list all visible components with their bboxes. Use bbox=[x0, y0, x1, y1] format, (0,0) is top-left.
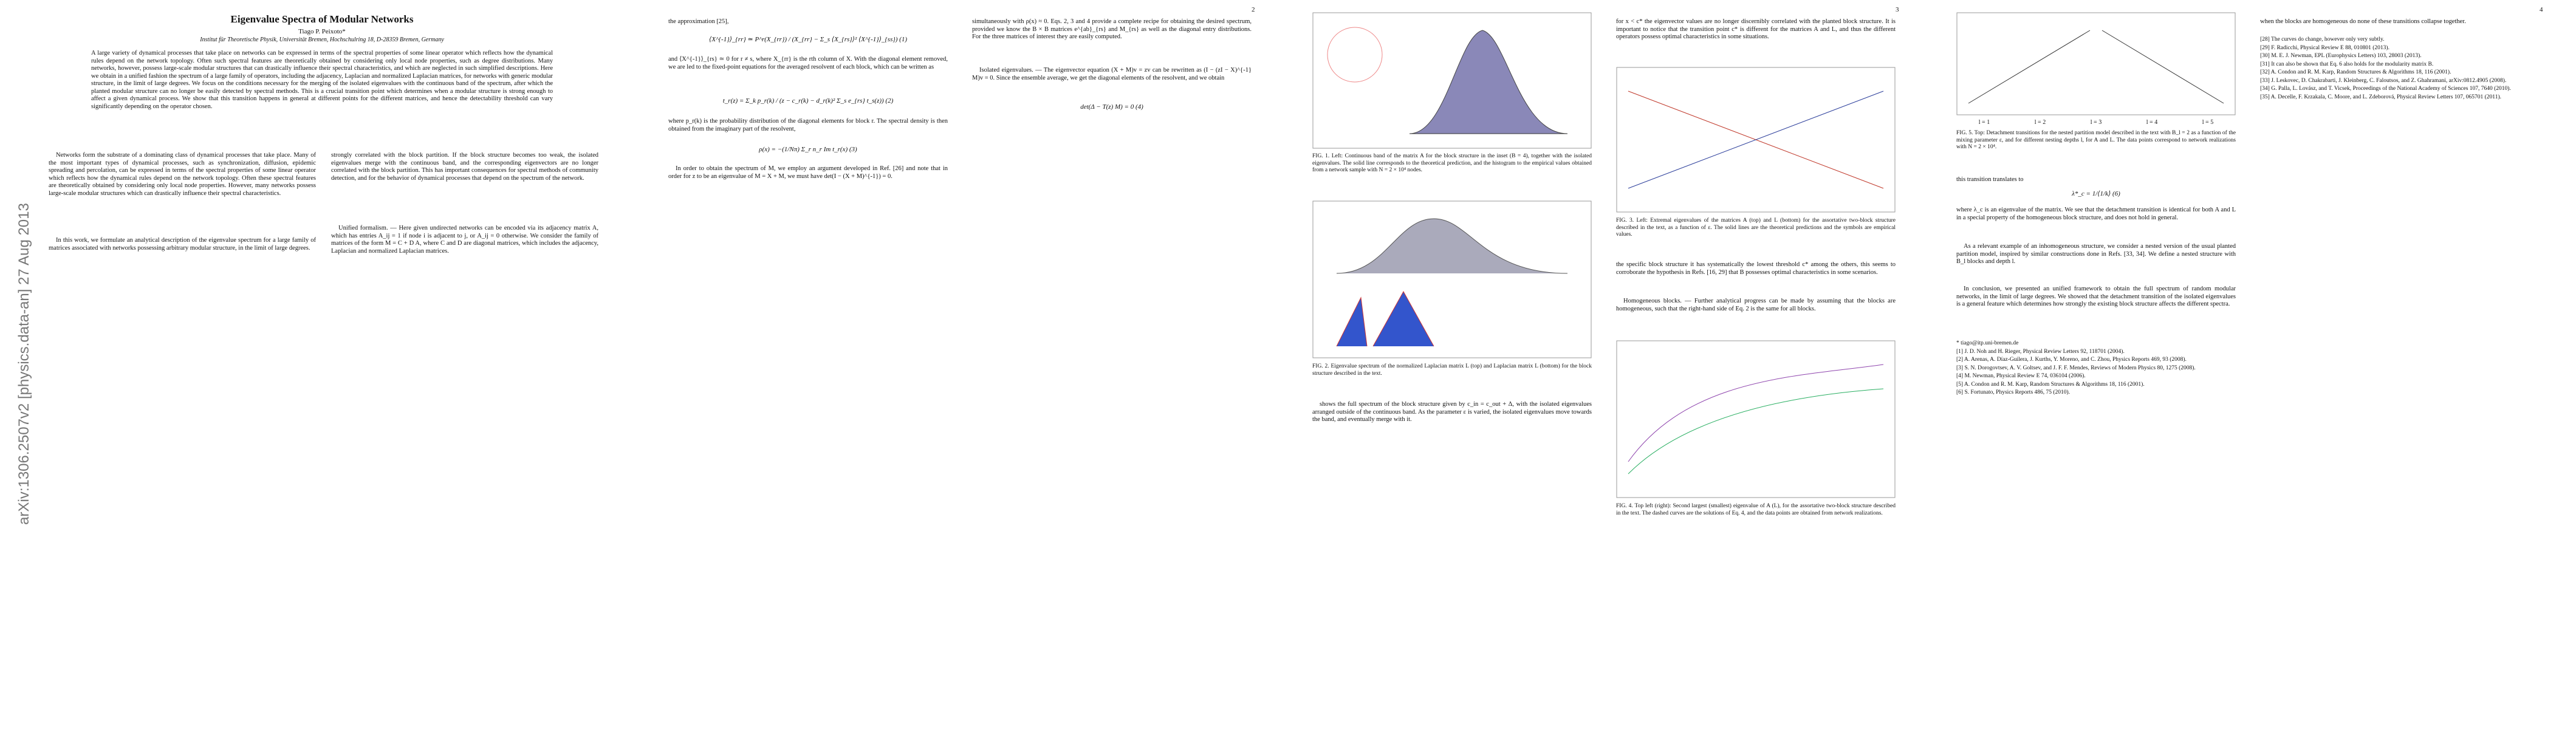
figure-3 bbox=[1616, 67, 1896, 213]
panel-label: l = 1 bbox=[1978, 119, 1990, 126]
reference: [35] A. Decelle, F. Krzakala, C. Moore, … bbox=[2260, 94, 2501, 100]
reference: [4] M. Newman, Physical Review E 74, 036… bbox=[1956, 373, 2086, 379]
equation: ρ(x) = −(1/Nπ) Σ_r n_r Im t_r(x) (3) bbox=[759, 146, 857, 153]
reference: [3] S. N. Dorogovtsev, A. V. Goltsev, an… bbox=[1956, 364, 2196, 371]
abstract: A large variety of dynamical processes t… bbox=[91, 50, 553, 110]
paragraph: for x < c* the eigenvector values are no… bbox=[1616, 18, 1896, 40]
panel-label: l = 3 bbox=[2090, 119, 2102, 126]
figure-caption: FIG. 1. Left: Continuous band of the mat… bbox=[1312, 153, 1592, 173]
title: Eigenvalue Spectra of Modular Networks bbox=[230, 13, 414, 25]
reference: [5] A. Condon and R. M. Karp, Random Str… bbox=[1956, 381, 2145, 388]
panel-label: l = 5 bbox=[2202, 119, 2214, 126]
figure-caption: FIG. 4. Top left (right): Second largest… bbox=[1616, 503, 1896, 516]
paragraph: this transition translates to bbox=[1956, 176, 2024, 183]
paragraph: the approximation [25], bbox=[668, 18, 729, 25]
panel-label: l = 4 bbox=[2146, 119, 2158, 126]
reference: [1] J. D. Noh and H. Rieger, Physical Re… bbox=[1956, 348, 2125, 355]
reference: [30] M. E. J. Newman, EPL (Europhysics L… bbox=[2260, 53, 2422, 59]
figure-1 bbox=[1312, 12, 1592, 149]
equation: t_r(z) = Σ_k p_r(k) / (z − c_r(k) − d_r(… bbox=[722, 97, 894, 104]
reference: * tiago@itp.uni-bremen.de bbox=[1956, 340, 2019, 346]
page-4: 4 l = 1 l = 2 l = 3 l = 4 l = 5 FIG. 5. Top:… bbox=[1932, 0, 2576, 729]
paragraph: Homogeneous blocks. — Further analytical… bbox=[1616, 298, 1896, 312]
panel-label: l = 2 bbox=[2034, 119, 2046, 126]
page-3: 3 FIG. 1. Left: Continuous band of the m… bbox=[1288, 0, 1932, 729]
paragraph: Unified formalism. — Here given undirect… bbox=[331, 225, 598, 255]
figure-caption: FIG. 3. Left: Extremal eigenvalues of th… bbox=[1616, 217, 1896, 238]
reference: [29] F. Radicchi, Physical Review E 88, … bbox=[2260, 44, 2389, 51]
paragraph: simultaneously with ρ(x) ≈ 0. Eqs. 2, 3 … bbox=[972, 18, 1252, 40]
paragraph: strongly correlated with the block parti… bbox=[331, 152, 598, 182]
paragraph: Networks form the substrate of a dominat… bbox=[49, 152, 316, 197]
paragraph: As a relevant example of an inhomogeneou… bbox=[1956, 243, 2236, 265]
paragraph: In this work, we formulate an analytical… bbox=[49, 237, 316, 252]
reference: [31] It can also be shown that Eq. 6 als… bbox=[2260, 61, 2434, 67]
author: Tiago P. Peixoto* bbox=[298, 28, 346, 35]
paragraph: when the blocks are homogeneous do none … bbox=[2260, 18, 2466, 25]
reference: [2] A. Arenas, A. Díaz-Guilera, J. Kurth… bbox=[1956, 357, 2187, 363]
reference: [34] G. Palla, L. Lovász, and T. Vicsek,… bbox=[2260, 86, 2511, 92]
page-1: Eigenvalue Spectra of Modular Networks T… bbox=[0, 0, 644, 729]
paragraph: In conclusion, we presented an unified f… bbox=[1956, 286, 2236, 307]
page-number: 2 bbox=[1252, 6, 1255, 13]
paragraph: where p_r(k) is the probability distribu… bbox=[668, 118, 948, 132]
page-2: 2 the approximation [25], ⟨X^{-1}⟩_{rr} … bbox=[644, 0, 1288, 729]
paragraph: In order to obtain the spectrum of M, we… bbox=[668, 165, 948, 180]
figure-caption: FIG. 2. Eigenvalue spectrum of the norma… bbox=[1312, 363, 1592, 377]
paragraph: and ⟨X^{-1}⟩_{rs} ≃ 0 for r ≠ s, where X… bbox=[668, 56, 948, 70]
reference: [33] J. Leskovec, D. Chakrabarti, J. Kle… bbox=[2260, 77, 2507, 84]
page-number: 4 bbox=[2540, 6, 2543, 13]
reference: [28] The curves do change, however only … bbox=[2260, 36, 2385, 43]
figure-2 bbox=[1312, 200, 1592, 358]
paragraph: shows the full spectrum of the block str… bbox=[1312, 401, 1592, 423]
reference: [6] S. Fortunato, Physics Reports 486, 7… bbox=[1956, 389, 2071, 395]
equation: det(Δ − T(z) M) = 0 (4) bbox=[1080, 103, 1143, 111]
paragraph: where λ_c is an eigenvalue of the matrix… bbox=[1956, 207, 2236, 221]
figure-5 bbox=[1956, 12, 2236, 115]
paragraph: the specific block structure it has syst… bbox=[1616, 261, 1896, 276]
equation: ⟨X^{-1}⟩_{rr} ≃ P^r(X_{rr}) / (X_{rr} − … bbox=[708, 36, 908, 43]
reference-list: * tiago@itp.uni-bremen.de [1] J. D. Noh a… bbox=[1956, 340, 2236, 398]
figure-caption: FIG. 5. Top: Detachment transitions for … bbox=[1956, 130, 2236, 150]
figure-4 bbox=[1616, 340, 1896, 498]
reference-list: [28] The curves do change, however only … bbox=[2260, 36, 2540, 102]
equation: λ*_c = 1/⟨1/k⟩ (6) bbox=[2072, 190, 2120, 197]
figure-labels: l = 1 l = 2 l = 3 l = 4 l = 5 bbox=[1956, 119, 2236, 126]
paragraph: Isolated eigenvalues. — The eigenvector … bbox=[972, 67, 1252, 81]
reference: [32] A. Condon and R. M. Karp, Random St… bbox=[2260, 69, 2451, 75]
affiliation: Institut für Theoretische Physik, Univer… bbox=[200, 36, 444, 43]
page-number: 3 bbox=[1896, 6, 1899, 13]
